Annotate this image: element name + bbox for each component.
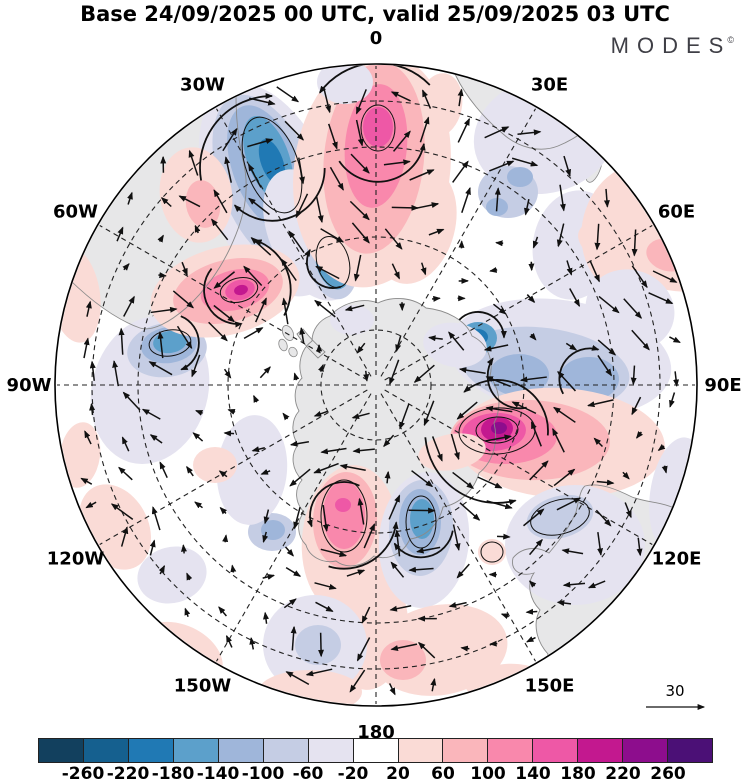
island xyxy=(287,346,299,359)
colorbar-cell-2 xyxy=(129,739,174,762)
field-blob xyxy=(258,670,362,714)
island xyxy=(277,338,289,352)
field-blob xyxy=(507,167,533,187)
colorbar-tick--140: -140 xyxy=(197,764,240,784)
colorbar-cell-14 xyxy=(668,739,712,762)
longitude-label-150E: 150E xyxy=(525,676,575,697)
colorbar-cell-8 xyxy=(399,739,444,762)
colorbar-tick-220: 220 xyxy=(605,764,641,784)
reference-arrow: 30 xyxy=(646,682,704,707)
longitude-label-30E: 30E xyxy=(531,74,568,95)
colorbar-cell-3 xyxy=(174,739,219,762)
colorbar-cell-12 xyxy=(578,739,623,762)
colorbar-cell-0 xyxy=(39,739,84,762)
colorbar-cell-10 xyxy=(488,739,533,762)
field-blob xyxy=(335,498,351,512)
field-blob xyxy=(323,481,365,549)
colorbar-cell-5 xyxy=(264,739,309,762)
colorbar-cell-13 xyxy=(623,739,668,762)
colorbar-cell-7 xyxy=(354,739,399,762)
colorbar-cell-1 xyxy=(84,739,129,762)
colorbar-cell-11 xyxy=(533,739,578,762)
longitude-label-90E: 90E xyxy=(704,375,741,396)
colorbar-tick-20: 20 xyxy=(386,764,410,784)
field-blob xyxy=(478,539,506,565)
field-blob xyxy=(295,625,341,665)
colorbar xyxy=(38,738,713,763)
colorbar-tick--220: -220 xyxy=(107,764,150,784)
longitude-label-60W: 60W xyxy=(53,202,98,223)
colorbar-tick-60: 60 xyxy=(431,764,455,784)
reference-arrow-label: 30 xyxy=(665,682,684,700)
colorbar-tick-140: 140 xyxy=(515,764,551,784)
colorbar-cell-4 xyxy=(219,739,264,762)
colorbar-cell-9 xyxy=(443,739,488,762)
longitude-label-120E: 120E xyxy=(652,549,702,570)
map-content xyxy=(44,40,731,714)
field-blob xyxy=(363,107,393,147)
longitude-label-90W: 90W xyxy=(7,375,52,396)
colorbar-tick--260: -260 xyxy=(62,764,105,784)
colorbar-tick--100: -100 xyxy=(242,764,285,784)
colorbar-tick--20: -20 xyxy=(338,764,369,784)
field-blob xyxy=(410,499,434,539)
colorbar-tick-260: 260 xyxy=(650,764,686,784)
colorbar-tick-180: 180 xyxy=(560,764,596,784)
colorbar-cell-6 xyxy=(309,739,354,762)
longitude-label-0: 0 xyxy=(370,28,383,49)
longitude-label-60E: 60E xyxy=(658,202,695,223)
longitude-label-30W: 30W xyxy=(180,74,225,95)
longitude-label-120W: 120W xyxy=(47,549,105,570)
colorbar-tick--180: -180 xyxy=(152,764,195,784)
field-blob xyxy=(380,640,426,680)
colorbar-tick-100: 100 xyxy=(470,764,506,784)
colorbar-tick--60: -60 xyxy=(293,764,324,784)
longitude-label-150W: 150W xyxy=(174,676,232,697)
